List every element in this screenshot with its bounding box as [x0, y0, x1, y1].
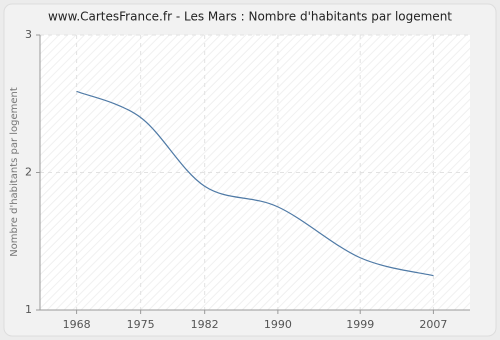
- x-tick-label: 2007: [419, 318, 447, 331]
- x-tick-label: 1968: [63, 318, 91, 331]
- y-tick-label: 1: [25, 303, 32, 316]
- x-tick-label: 1975: [127, 318, 155, 331]
- x-tick-label: 1982: [191, 318, 219, 331]
- y-axis-label: Nombre d'habitants par logement: [9, 87, 20, 257]
- plot-hatch: [40, 35, 470, 310]
- y-tick-label: 3: [25, 28, 32, 41]
- line: [76, 90, 434, 277]
- x-tick-label: 1999: [346, 318, 374, 331]
- x-tick-label: 1990: [264, 318, 292, 331]
- y-tick-label: 2: [25, 166, 32, 179]
- chart-title: www.CartesFrance.fr - Les Mars : Nombre …: [48, 10, 452, 24]
